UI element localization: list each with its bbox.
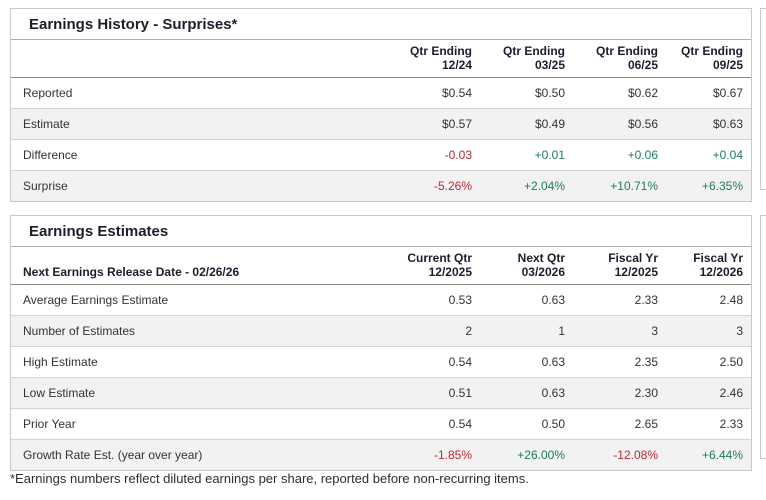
table-row-low-estimate: Low Estimate 0.51 0.63 2.30 2.46 [11,377,751,409]
cell-value: 0.50 [541,417,565,431]
table-row-average-earnings-estimate: Average Earnings Estimate 0.53 0.63 2.33… [11,285,751,316]
cell-value: 2.35 [634,355,658,369]
cell-value: 3 [736,324,743,338]
cell-value: 0.51 [448,386,472,400]
column-header-next-qtr: Next Qtr 03/2026 [472,247,565,285]
cell-value-positive: +6.44% [701,448,743,462]
cell-value: $0.62 [627,86,658,100]
earnings-estimates-card: Earnings Estimates Next Earnings Release… [10,215,752,471]
cell-value: 0.63 [541,293,565,307]
cell-value: 0.63 [541,386,565,400]
cell-value-positive: +0.06 [627,148,658,162]
earnings-history-table: Qtr Ending 12/24 Qtr Ending 03/25 Qtr Endi… [11,40,751,201]
row-label: High Estimate [23,355,98,369]
row-label: Reported [23,86,73,100]
row-label: Prior Year [23,417,76,431]
cell-value-positive: +6.35% [701,179,743,193]
row-label: Number of Estimates [23,324,136,338]
table-row-high-estimate: High Estimate 0.54 0.63 2.35 2.50 [11,346,751,378]
column-header-qtr-09-25: Qtr Ending 09/25 [658,40,751,78]
cell-value: 2.30 [634,386,658,400]
cell-value-positive: +10.71% [610,179,658,193]
cell-value: $0.54 [441,86,472,100]
cell-value-negative: -1.85% [433,448,472,462]
adjacent-card-partial-bottom [760,215,766,459]
cell-value: $0.67 [712,86,743,100]
row-label: Difference [23,148,78,162]
row-label: Surprise [23,179,68,193]
column-header-qtr-03-25: Qtr Ending 03/25 [472,40,565,78]
next-earnings-release-date: Next Earnings Release Date - 02/26/26 [11,247,379,285]
column-header-fiscal-yr-2025: Fiscal Yr 12/2025 [565,247,658,285]
earnings-history-title: Earnings History - Surprises* [11,9,751,40]
column-header-current-qtr: Current Qtr 12/2025 [379,247,472,285]
table-row-reported: Reported $0.54 $0.50 $0.62 $0.67 [11,78,751,109]
cell-value: $0.56 [627,117,658,131]
cell-value: 0.54 [448,355,472,369]
cell-value-positive: +26.00% [517,448,565,462]
row-label: Growth Rate Est. (year over year) [23,448,203,462]
cell-value-positive: +2.04% [523,179,565,193]
row-label: Low Estimate [23,386,96,400]
earnings-estimates-title: Earnings Estimates [11,216,751,247]
cell-value-negative: -12.08% [613,448,658,462]
column-header-qtr-06-25: Qtr Ending 06/25 [565,40,658,78]
cell-value: 0.63 [541,355,565,369]
cell-value: 2.46 [719,386,743,400]
adjacent-card-partial-top [760,8,766,190]
cell-value: 1 [558,324,565,338]
cell-value: 2.65 [634,417,658,431]
cell-value-negative: -0.03 [444,148,472,162]
earnings-estimates-table: Next Earnings Release Date - 02/26/26 Cu… [11,247,751,470]
cell-value: $0.49 [534,117,565,131]
table-row-number-of-estimates: Number of Estimates 2 1 3 3 [11,315,751,347]
cell-value-negative: -5.26% [433,179,472,193]
table-row-surprise: Surprise -5.26% +2.04% +10.71% +6.35% [11,170,751,201]
table-row-difference: Difference -0.03 +0.01 +0.06 +0.04 [11,139,751,171]
cell-value: $0.57 [441,117,472,131]
earnings-history-header-row: Qtr Ending 12/24 Qtr Ending 03/25 Qtr Endi… [11,40,751,78]
cell-value: $0.50 [534,86,565,100]
table-row-prior-year: Prior Year 0.54 0.50 2.65 2.33 [11,408,751,440]
earnings-history-card: Earnings History - Surprises* Qtr Ending… [10,8,752,202]
row-label: Average Earnings Estimate [23,293,169,307]
column-header-qtr-12-24: Qtr Ending 12/24 [379,40,472,78]
cell-value: 2.48 [719,293,743,307]
table-row-growth-rate-est: Growth Rate Est. (year over year) -1.85%… [11,439,751,470]
cell-value-positive: +0.04 [712,148,743,162]
earnings-estimates-header-row: Next Earnings Release Date - 02/26/26 Cu… [11,247,751,285]
cell-value: 2.50 [719,355,743,369]
cell-value: 0.53 [448,293,472,307]
cell-value-positive: +0.01 [534,148,565,162]
earnings-footnote: *Earnings numbers reflect diluted earnin… [10,471,529,486]
cell-value: $0.63 [712,117,743,131]
row-label: Estimate [23,117,70,131]
cell-value: 2.33 [719,417,743,431]
table-row-estimate: Estimate $0.57 $0.49 $0.56 $0.63 [11,108,751,140]
cell-value: 3 [651,324,658,338]
cell-value: 0.54 [448,417,472,431]
column-header-fiscal-yr-2026: Fiscal Yr 12/2026 [658,247,751,285]
cell-value: 2 [465,324,472,338]
empty-header-cell [11,40,379,78]
cell-value: 2.33 [634,293,658,307]
